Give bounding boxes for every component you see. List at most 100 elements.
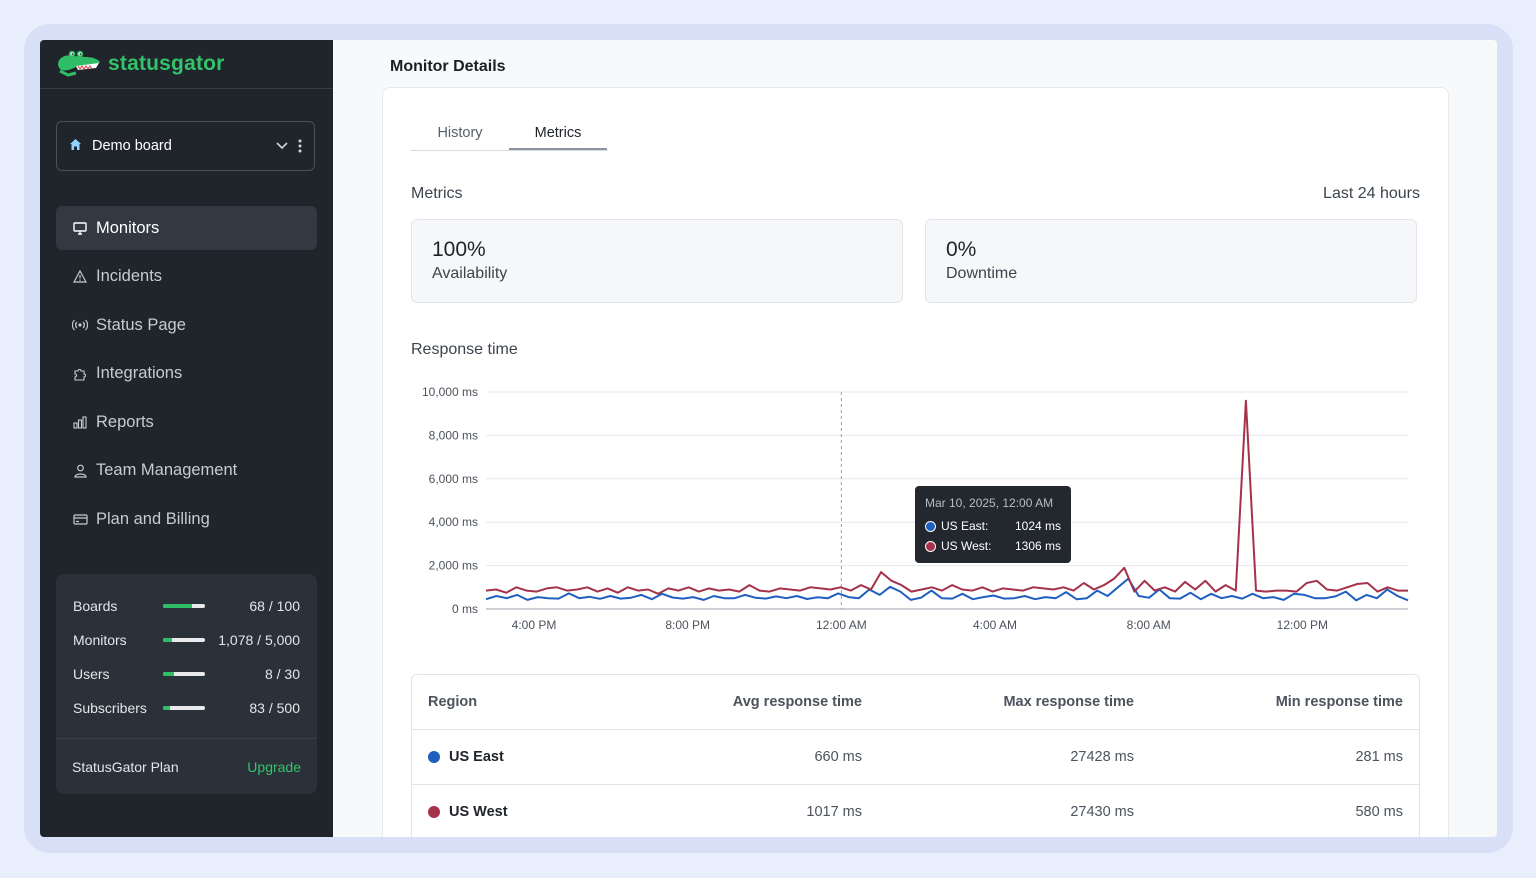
chevron-down-icon[interactable] <box>276 142 288 150</box>
region-name: US East <box>449 749 504 765</box>
user-icon <box>72 464 88 478</box>
tooltip-series-value: 1306 ms <box>1014 539 1061 553</box>
header-min[interactable]: Min response time <box>1275 694 1403 710</box>
sidebar-item-label: Incidents <box>96 267 163 286</box>
y-tick-label: 0 ms <box>452 602 478 616</box>
east-legend-dot <box>925 520 936 532</box>
metrics-heading: Metrics <box>411 185 463 202</box>
sidebar: statusgator Demo board Monitors Incident… <box>40 40 333 837</box>
sidebar-item-label: Monitors <box>96 218 160 237</box>
sidebar-item-plan-billing[interactable]: Plan and Billing <box>56 498 317 542</box>
usage-label: Monitors <box>73 632 127 648</box>
usage-bar-fill <box>163 638 173 642</box>
series-line-us-west <box>485 399 1408 595</box>
usage-label: Boards <box>73 598 118 614</box>
availability-value: 100% <box>432 238 486 261</box>
sidebar-item-status-page[interactable]: Status Page <box>56 303 317 347</box>
sidebar-item-integrations[interactable]: Integrations <box>56 352 317 396</box>
table-header-row: Region Avg response time Max response ti… <box>412 675 1419 730</box>
series-line-us-east <box>485 577 1409 602</box>
tab-history[interactable]: History <box>437 125 483 141</box>
tooltip-title: Mar 10, 2025, 12:00 AM <box>925 496 1054 510</box>
response-time-chart[interactable]: 10,000 ms 8,000 ms 6,000 ms 4,000 ms 2,000 m… <box>383 368 1448 648</box>
sidebar-item-label: Integrations <box>96 364 183 383</box>
time-range-label: Last 24 hours <box>1323 185 1420 202</box>
header-max[interactable]: Max response time <box>1003 694 1134 710</box>
usage-row-monitors: Monitors 1,078 / 5,000 <box>73 630 300 650</box>
sidebar-item-team-management[interactable]: Team Management <box>56 449 317 493</box>
gator-logo-icon <box>58 50 100 77</box>
page-title: Monitor Details <box>390 58 506 75</box>
usage-label: Subscribers <box>73 700 147 716</box>
main-content: Monitor Details History Metrics Metrics … <box>333 40 1497 837</box>
usage-value: 8 / 30 <box>264 666 300 682</box>
downtime-card: 0% Downtime <box>925 219 1417 303</box>
usage-row-users: Users 8 / 30 <box>73 664 300 684</box>
downtime-label: Downtime <box>946 265 1018 282</box>
more-vertical-icon[interactable] <box>298 139 302 153</box>
region-cell: US East <box>428 730 504 784</box>
avg-cell: 660 ms <box>814 749 862 765</box>
sidebar-item-monitors[interactable]: Monitors <box>56 206 317 250</box>
usage-value: 1,078 / 5,000 <box>218 632 300 648</box>
app-window: statusgator Demo board Monitors Incident… <box>40 40 1497 837</box>
table-row: US East 660 ms 27428 ms 281 ms <box>412 730 1419 785</box>
usage-bar-fill <box>163 706 170 710</box>
usage-value: 68 / 100 <box>249 598 300 614</box>
usage-row-subscribers: Subscribers 83 / 500 <box>73 698 300 718</box>
min-cell: 281 ms <box>1355 749 1403 765</box>
x-tick-label: 4:00 PM <box>512 618 557 632</box>
board-selector[interactable]: Demo board <box>56 121 315 171</box>
tab-metrics[interactable]: Metrics <box>509 118 607 150</box>
region-name: US West <box>449 804 508 820</box>
usage-value: 83 / 500 <box>249 700 300 716</box>
usage-row-boards: Boards 68 / 100 <box>73 596 300 616</box>
avg-cell: 1017 ms <box>806 804 862 820</box>
puzzle-icon <box>72 367 88 381</box>
response-time-heading: Response time <box>411 341 518 358</box>
tooltip-series-name: US East: <box>941 519 989 533</box>
downtime-value: 0% <box>946 238 977 261</box>
home-icon <box>69 138 82 154</box>
board-name: Demo board <box>92 138 172 154</box>
y-tick-label: 2,000 ms <box>429 559 478 573</box>
brand[interactable]: statusgator <box>40 40 333 89</box>
usage-bar <box>163 604 205 608</box>
sidebar-item-label: Status Page <box>96 315 186 334</box>
header-region[interactable]: Region <box>428 694 478 710</box>
x-tick-label: 12:00 PM <box>1277 618 1328 632</box>
sidebar-nav: Monitors Incidents Status Page Integrati… <box>56 206 317 546</box>
monitor-icon <box>72 221 88 235</box>
sidebar-item-incidents[interactable]: Incidents <box>56 255 317 299</box>
sidebar-item-label: Plan and Billing <box>96 510 210 529</box>
usage-label: Users <box>73 666 110 682</box>
tooltip-series-name: US West: <box>941 539 992 553</box>
y-tick-label: 6,000 ms <box>429 472 478 486</box>
bar-chart-icon <box>72 416 88 429</box>
upgrade-link[interactable]: Upgrade <box>247 758 301 775</box>
usage-bar <box>163 706 205 710</box>
warning-icon <box>72 270 88 283</box>
availability-label: Availability <box>432 265 508 282</box>
x-tick-label: 4:00 AM <box>973 618 1017 632</box>
tooltip-row-west: US West: 1306 ms <box>925 536 1061 556</box>
sidebar-item-reports[interactable]: Reports <box>56 400 317 444</box>
usage-panel: Boards 68 / 100 Monitors 1,078 / 5,000 U… <box>56 574 317 794</box>
availability-card: 100% Availability <box>411 219 903 303</box>
west-color-dot <box>428 806 440 818</box>
x-tick-label: 8:00 AM <box>1127 618 1171 632</box>
y-tick-label: 10,000 ms <box>422 385 478 399</box>
monitor-details-card: History Metrics Metrics Last 24 hours 10… <box>382 87 1449 837</box>
sidebar-item-label: Team Management <box>96 461 238 480</box>
usage-bar <box>163 638 205 642</box>
max-cell: 27430 ms <box>1070 804 1134 820</box>
brand-name: statusgator <box>108 52 225 75</box>
x-tick-label: 12:00 AM <box>816 618 867 632</box>
usage-bar <box>163 672 205 676</box>
region-table: Region Avg response time Max response ti… <box>411 674 1420 837</box>
broadcast-icon <box>72 319 88 331</box>
x-tick-label: 8:00 PM <box>665 618 710 632</box>
header-avg[interactable]: Avg response time <box>732 694 862 710</box>
sidebar-item-label: Reports <box>96 412 154 431</box>
y-tick-label: 4,000 ms <box>429 515 478 529</box>
